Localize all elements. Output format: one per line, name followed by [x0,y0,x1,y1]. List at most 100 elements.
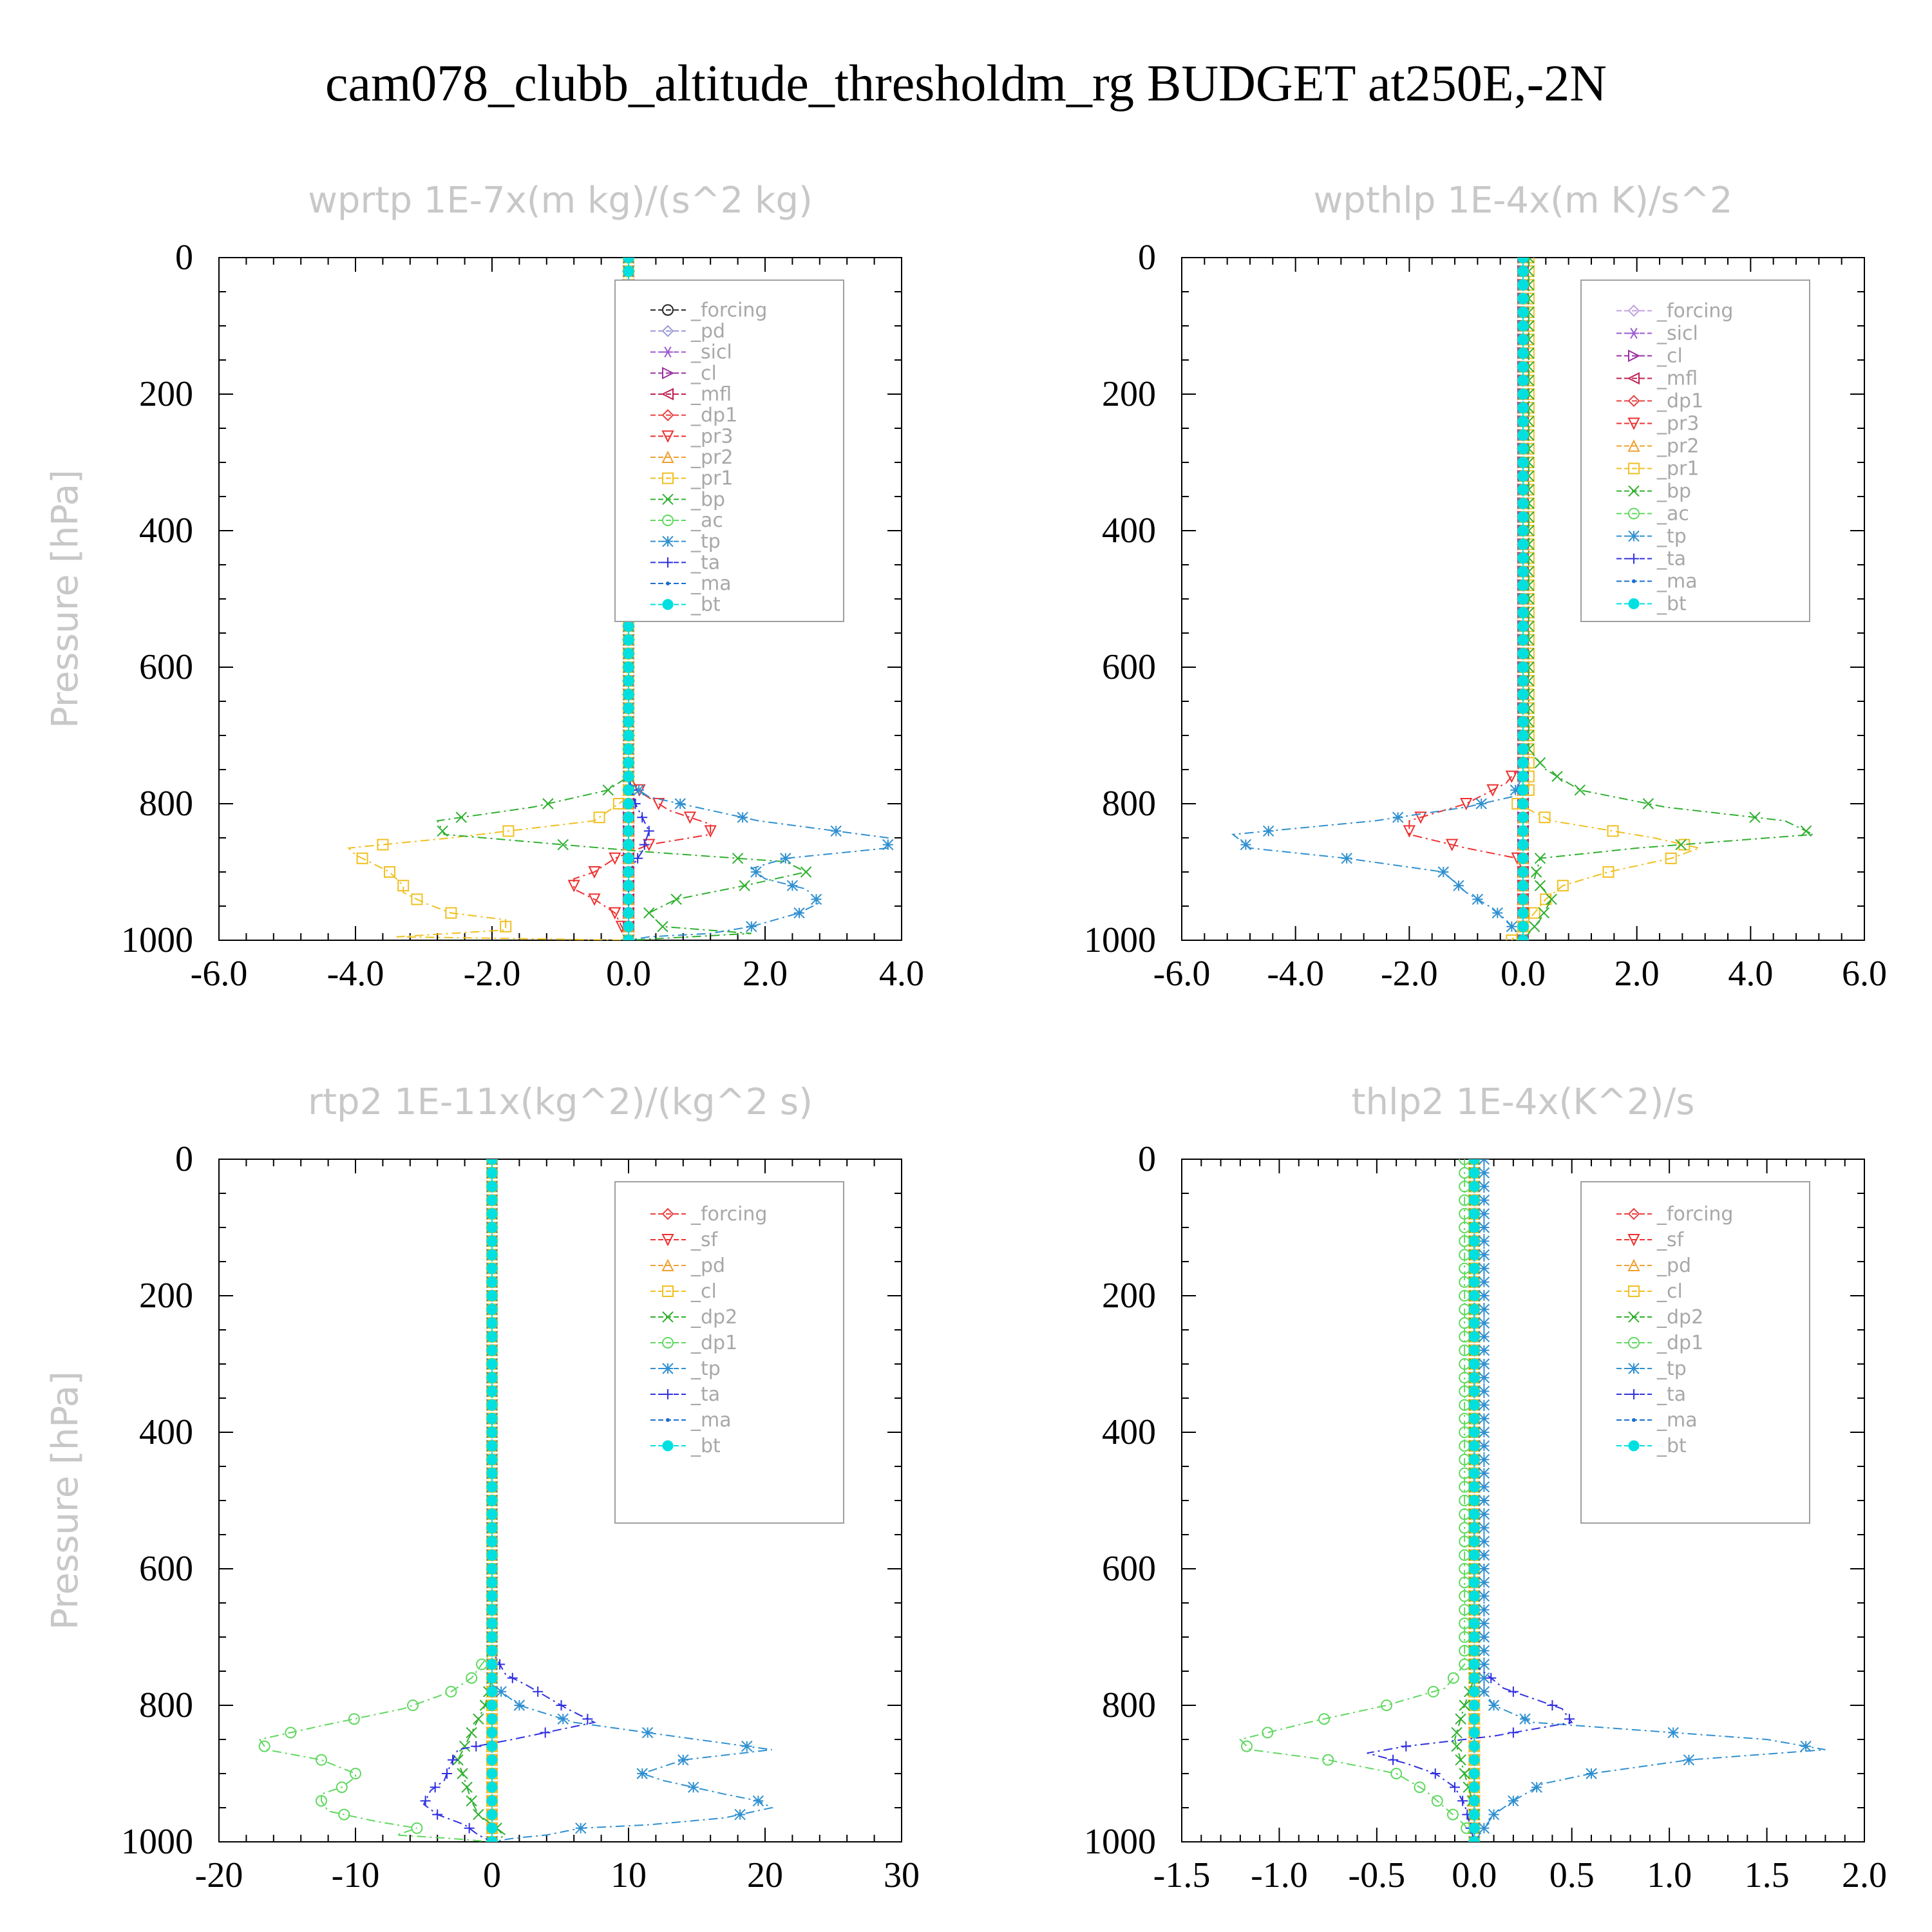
legend-item: _ta [650,551,720,574]
data-point [486,1290,498,1302]
chart-panel-3: rtp2 1E-11x(kg^2)/(kg^2 s) Pressure [hPa]… [44,1081,920,1895]
data-point [793,907,805,919]
legend-marker [1629,327,1639,339]
y-tick-label: 0 [175,1139,193,1179]
legend-item: _bt [650,594,721,616]
data-point [1478,1426,1490,1438]
data-point [623,648,634,659]
legend-label: _ma [1656,571,1698,593]
plot-area [1238,1159,1826,1842]
y-tick-label: 600 [1102,1549,1156,1589]
data-point [652,798,665,811]
series-bt [486,1159,498,1842]
data-point [1506,934,1518,940]
data-point [486,1303,498,1315]
data-point [411,893,423,905]
data-point [830,825,842,837]
data-point [486,1741,498,1752]
data-point [704,825,717,838]
data-point [557,1713,569,1725]
data-point [1574,784,1586,796]
legend-label: _forcing [1656,1203,1733,1226]
x-tick-label: 0.5 [1549,1855,1595,1895]
legend-item: _tp [1616,526,1687,548]
data-point [1517,484,1529,495]
data-point [1517,648,1529,659]
legend-marker [663,557,673,568]
legend-item: _pd [650,320,725,343]
data-point [623,907,634,919]
y-tick-label: 600 [139,1549,193,1589]
data-point [636,1768,648,1779]
data-point [466,1795,477,1807]
legend-label: _pr2 [690,446,733,469]
legend-item: _forcing [1616,300,1733,323]
data-point [1478,1262,1490,1274]
legend-marker [666,582,670,585]
data-point [1517,784,1529,796]
legend-label: _pd [690,1255,725,1277]
legend-item: _ac [1616,503,1689,526]
legend-marker [662,1440,674,1452]
data-point [734,1808,746,1821]
data-point [1517,688,1529,700]
data-point [1468,1836,1480,1842]
legend-item: _pr2 [650,446,733,469]
data-point [486,1823,498,1834]
data-point [800,866,812,878]
data-point [750,866,762,878]
x-tick-label: -1.0 [1251,1855,1308,1895]
data-point [1531,1781,1542,1793]
series-line [573,258,712,940]
data-point [810,893,822,905]
legend-label: _pd [1656,1255,1691,1277]
legend-item: _dp2 [1616,1306,1703,1329]
data-point [1468,1426,1480,1438]
data-point [1517,866,1529,878]
data-point [542,798,554,810]
data-point [397,880,410,892]
legend-marker [1627,1208,1640,1220]
data-point [1468,1658,1480,1670]
legend: _forcing _sf _pd _cl _dp2 _dp1 _tp _ta _ma _bt [614,1181,844,1524]
legend-item: _pr3 [650,425,733,448]
data-point [1517,661,1529,673]
data-point [350,1768,361,1779]
data-point [486,1536,498,1548]
legend-item: _ma [1616,1409,1698,1432]
legend-marker [1627,417,1640,430]
data-point [1468,1590,1480,1602]
legend-label: _sf [690,1229,719,1251]
data-point [1517,430,1529,441]
legend-marker [1628,1285,1640,1297]
legend-marker [662,515,674,526]
data-point [486,1754,498,1766]
legend-label: _pd [690,320,725,343]
data-point [623,771,634,782]
data-point [1468,1713,1480,1725]
data-point [1451,1740,1463,1752]
legend-marker [661,1234,674,1247]
data-point [1263,825,1274,837]
legend-item: _bt [1616,593,1687,616]
x-tick-label: -2.0 [464,954,521,994]
data-point [486,1331,498,1343]
y-tick-label: 400 [139,511,193,551]
data-point [1519,1713,1531,1725]
data-point [457,1768,468,1779]
data-point [486,1563,498,1575]
data-point [1534,757,1546,769]
x-tick-label: -4.0 [327,954,384,994]
series-line [1231,258,1524,940]
legend-marker [661,1258,674,1271]
data-point [486,1468,498,1479]
legend-label: _dp2 [1656,1306,1703,1329]
data-point [486,1399,498,1411]
y-tick-label: 1000 [1084,1822,1156,1862]
data-point [1478,1345,1490,1356]
legend-marker [662,366,675,379]
y-axis-label: Pressure [hPa] [44,1371,86,1630]
data-point [1517,934,1529,940]
data-point [1468,1159,1480,1165]
legend-marker [662,535,674,547]
